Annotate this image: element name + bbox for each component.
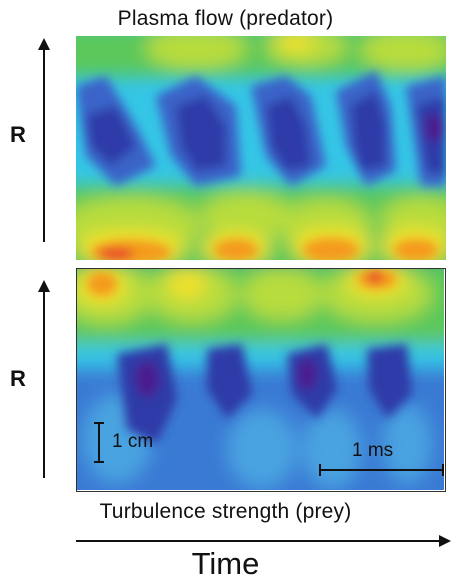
- bottom-panel-title: Turbulence strength (prey): [99, 500, 352, 523]
- top-radius-arrow: [38, 38, 50, 242]
- bottom-radius-arrow: [38, 280, 50, 478]
- one-cm-scale-label: 1 cm: [112, 431, 154, 452]
- top-panel-title: Plasma flow (predator): [117, 7, 334, 30]
- time-axis-label: Time: [191, 546, 260, 581]
- plasma-flow-heatmap: [76, 36, 446, 260]
- bottom-radius-axis-label: R: [10, 366, 26, 391]
- top-radius-axis-label: R: [10, 122, 26, 147]
- plasma-flow-heatmap-graphic: [76, 36, 446, 260]
- one-ms-scale-label: 1 ms: [352, 440, 394, 461]
